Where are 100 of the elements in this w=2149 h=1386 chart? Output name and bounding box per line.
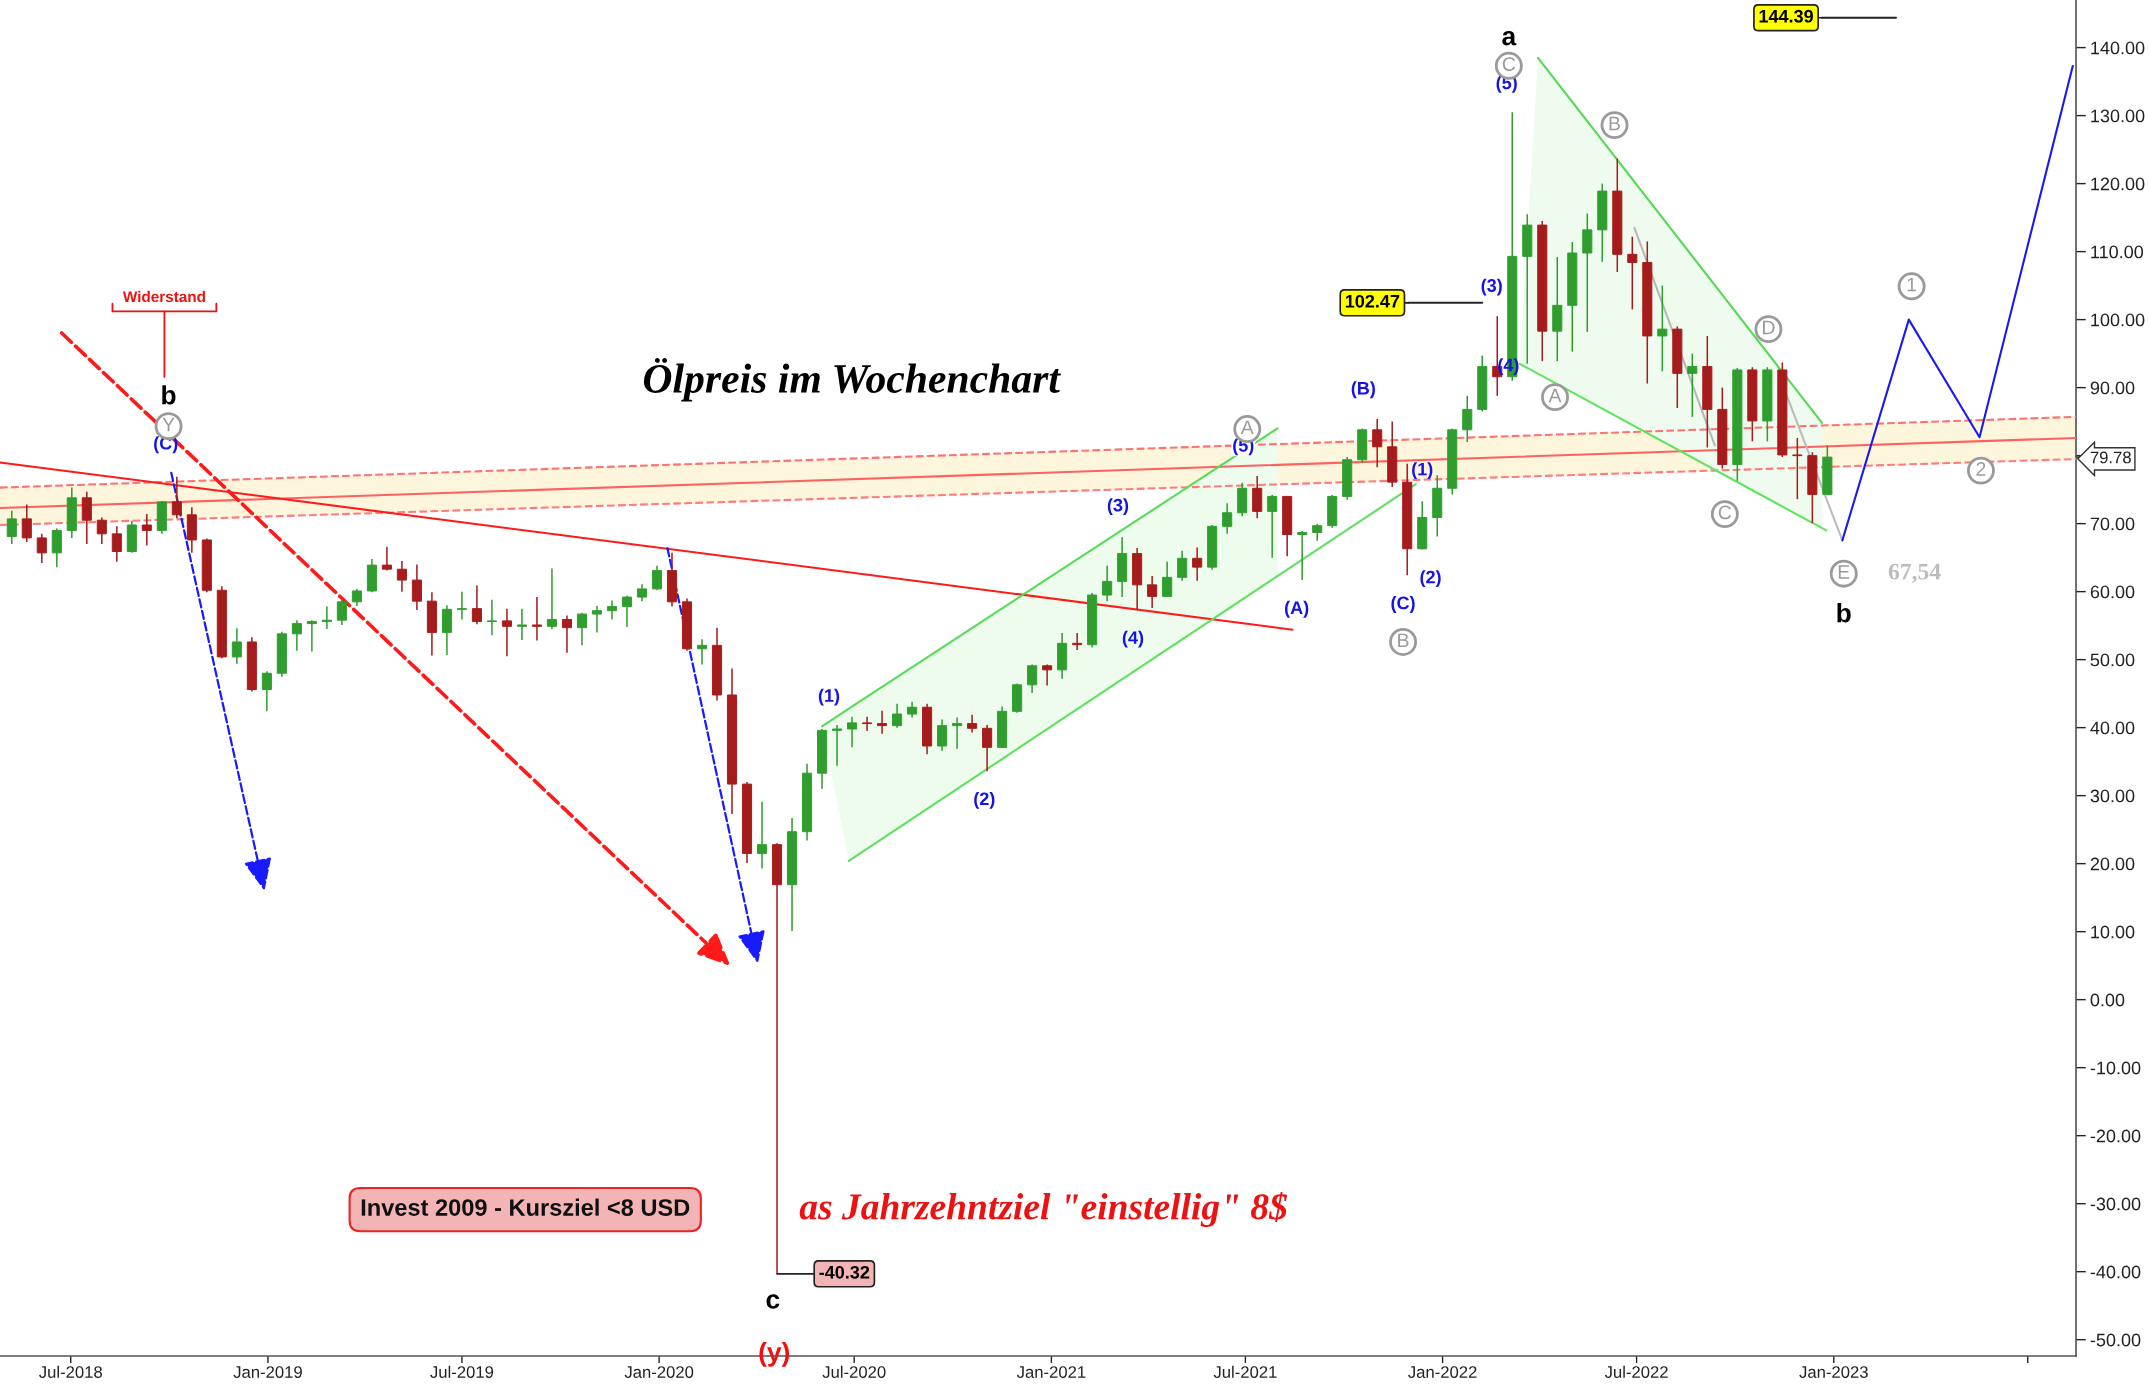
candlestick (937, 718, 948, 752)
line-series (1841, 64, 2074, 542)
y-tick-label: 40.00 (2090, 721, 2135, 735)
candlestick (1222, 502, 1233, 535)
annotation: 1 (1907, 277, 1917, 292)
candlestick (261, 670, 272, 713)
candlestick (81, 490, 92, 545)
annotation: (4) (1498, 358, 1519, 376)
y-tick-label: -30.00 (2090, 1197, 2141, 1211)
annotation: b (162, 385, 176, 405)
candlestick (396, 560, 407, 593)
annotation: (3) (1481, 278, 1502, 296)
candlestick (471, 584, 482, 626)
annotation: (2) (974, 791, 995, 809)
annotation: b (1837, 603, 1851, 623)
annotation: (3) (1107, 498, 1129, 516)
candlestick (591, 605, 603, 634)
candlestick (651, 565, 663, 592)
annotation: Widerstand (122, 290, 205, 303)
x-tick-label: Jan-2019 (233, 1366, 302, 1378)
y-tick-label: -20.00 (2090, 1129, 2141, 1143)
candlestick (862, 715, 873, 732)
x-tick-label: Jan-2022 (1408, 1366, 1477, 1378)
candlestick (847, 715, 858, 749)
candlestick (546, 567, 557, 630)
candlestick (531, 596, 542, 642)
annotation: as Jahrzehntziel "einstellig" 8$ (799, 1191, 1288, 1228)
candlestick (96, 516, 107, 545)
annotation: (1) (818, 688, 840, 706)
annotation: (4) (1122, 630, 1144, 648)
annotation: a (1502, 31, 1517, 46)
candlestick (621, 594, 633, 628)
candlestick (381, 545, 392, 572)
candlestick (141, 513, 152, 547)
candlestick (36, 533, 47, 564)
candlestick (1372, 418, 1383, 468)
candlestick (231, 627, 242, 665)
y-tick-label: 50.00 (2090, 653, 2135, 667)
candlestick (21, 503, 32, 543)
y-tick-label: -40.00 (2090, 1265, 2141, 1279)
candlestick (1192, 546, 1203, 582)
annotation: c (766, 1294, 780, 1309)
x-tick-label: Jul-2019 (430, 1365, 494, 1378)
y-tick-label: 60.00 (2090, 585, 2135, 599)
candlestick (1252, 475, 1263, 519)
candlestick (1687, 352, 1698, 418)
candlestick (877, 709, 888, 735)
candlestick (606, 599, 618, 621)
annotation: (2) (1420, 570, 1441, 588)
annotation: (B) (1351, 381, 1375, 399)
y-tick-label: 79.78 (2090, 451, 2131, 464)
y-tick-label: 90.00 (2090, 381, 2135, 395)
annotation: Y (162, 417, 175, 432)
candlestick (952, 716, 963, 750)
candlestick (501, 607, 512, 658)
candlestick (1627, 235, 1638, 311)
candlestick (51, 527, 62, 568)
candlestick (1582, 212, 1593, 333)
annotation: (C) (1391, 596, 1415, 613)
candlestick (291, 619, 302, 652)
candlestick (756, 801, 768, 870)
x-tick-label: Jan-2020 (624, 1366, 694, 1378)
annotation: B (1609, 116, 1620, 131)
x-tick-label: Jul-2022 (1604, 1365, 1668, 1378)
candlestick (111, 525, 122, 563)
candlestick (1162, 560, 1173, 598)
candlestick (411, 563, 422, 611)
annotation: 2 (1976, 462, 1986, 476)
y-tick-label: 130.00 (2091, 109, 2145, 123)
candlestick (6, 509, 17, 545)
y-tick-label: 100.00 (2091, 313, 2145, 327)
annotation: -40.32 (819, 1265, 870, 1279)
annotation: 102.47 (1345, 294, 1400, 308)
annotation: A (1240, 420, 1254, 435)
candlestick (561, 614, 573, 654)
candlestick (1267, 494, 1278, 559)
x-tick-label: Jul-2018 (39, 1365, 102, 1378)
candlestick (1297, 530, 1308, 581)
y-tick-label: 140.00 (2091, 41, 2145, 55)
annotation: 67,54 (1888, 563, 1941, 584)
candlestick (171, 475, 182, 519)
annotation: 144.39 (1759, 9, 1813, 23)
x-tick-label: Jan-2023 (1799, 1366, 1868, 1378)
candlestick (1147, 575, 1158, 609)
annotation: B (1398, 633, 1409, 648)
candlestick (576, 611, 588, 647)
candlestick (771, 842, 783, 1275)
candlestick (441, 604, 452, 656)
y-tick-label: 0.00 (2090, 993, 2125, 1007)
candlestick (456, 590, 467, 621)
candlestick (1657, 284, 1668, 373)
annotation: C (1502, 57, 1516, 71)
candlestick (516, 607, 527, 641)
y-tick-label: 70.00 (2090, 517, 2135, 531)
candlestick (1792, 437, 1803, 500)
y-tick-label: -50.00 (2090, 1333, 2141, 1347)
x-tick-label: Jan-2021 (1016, 1366, 1086, 1378)
annotation: A (1548, 388, 1562, 403)
candlestick (892, 703, 903, 729)
candlestick (1102, 565, 1113, 602)
